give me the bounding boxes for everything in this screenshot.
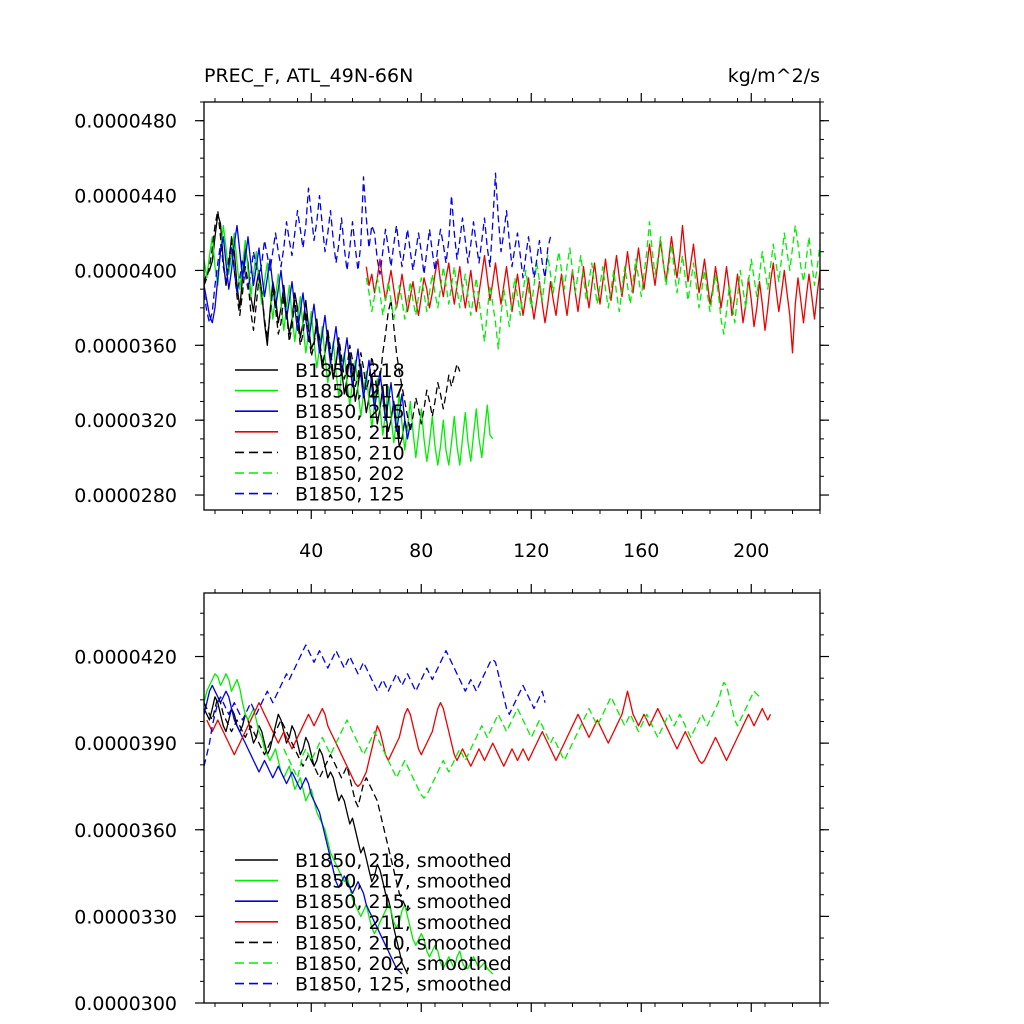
series-line-b1850-210-smoothed [204, 696, 411, 912]
top-panel: 40 80 120 160 200 0.0000280 0.0000320 0.0000360… [74, 93, 829, 562]
legend-label: B1850, 125, smoothed [295, 974, 512, 996]
series-line-b1850-217 [204, 224, 494, 466]
series-line-b1850-217-smoothed [204, 673, 494, 975]
plot-frame [203, 101, 821, 511]
legend-label: B1850, 211 [295, 422, 405, 444]
x-tick-label: 160 [623, 540, 659, 562]
series-line-b1850-218 [204, 213, 409, 448]
series-line-b1850-125-smoothed [204, 644, 546, 767]
y-tick-label: 0.0000360 [74, 335, 177, 357]
legend-label: B1850, 215, smoothed [295, 891, 512, 913]
x-tick-label: 40 [299, 540, 323, 562]
chart-title: PREC_F, ATL_49N-66N [204, 65, 413, 87]
x-tick-label: 200 [733, 540, 769, 562]
series-group [204, 172, 820, 466]
legend-label: B1850, 218, smoothed [295, 850, 512, 872]
series-line-b1850-211-smoothed [206, 690, 772, 788]
series-line-b1850-210 [204, 209, 461, 433]
y-tick-label: 0.0000330 [74, 906, 177, 928]
legend-label: B1850, 211, smoothed [295, 912, 512, 934]
y-tick-label: 0.0000280 [74, 485, 177, 507]
series-line-b1850-215-smoothed [204, 684, 403, 975]
x-tick-label: 120 [513, 540, 549, 562]
units-label: kg/m^2/s [728, 65, 820, 87]
legend-label: B1850, 125 [295, 484, 405, 506]
series-line-b1850-215 [204, 224, 411, 440]
y-tick-label: 0.0000320 [74, 410, 177, 432]
y-tick-label: 0.0000390 [74, 733, 177, 755]
y-tick-label: 0.0000440 [74, 186, 177, 208]
series-group [204, 644, 772, 975]
bottom-panel: 0.0000300 0.0000330 0.0000360 0.0000390 0.00… [74, 584, 829, 1015]
x-tick-label: 80 [409, 540, 433, 562]
y-tick-label: 0.0000360 [74, 820, 177, 842]
y-tick-label: 0.0000300 [74, 993, 177, 1015]
legend-label: B1850, 202, smoothed [295, 953, 512, 975]
y-tick-label: 0.0000420 [74, 647, 177, 669]
legend-label: B1850, 217, smoothed [295, 871, 512, 893]
series-line-b1850-202-smoothed [283, 681, 760, 799]
plot-frame [203, 592, 821, 1004]
legend-label: B1850, 215 [295, 401, 405, 423]
y-tick-label: 0.0000400 [74, 260, 177, 282]
legend-label: B1850, 210, smoothed [295, 932, 512, 954]
legend-label: B1850, 210 [295, 442, 405, 464]
legend-label: B1850, 218 [295, 360, 405, 382]
series-line-b1850-125 [204, 172, 552, 324]
y-tick-label: 0.0000480 [74, 111, 177, 133]
legend-label: B1850, 202 [295, 463, 405, 485]
series-line-b1850-202 [365, 221, 820, 350]
series-line-b1850-211 [365, 224, 820, 354]
legend-label: B1850, 217 [295, 381, 405, 403]
